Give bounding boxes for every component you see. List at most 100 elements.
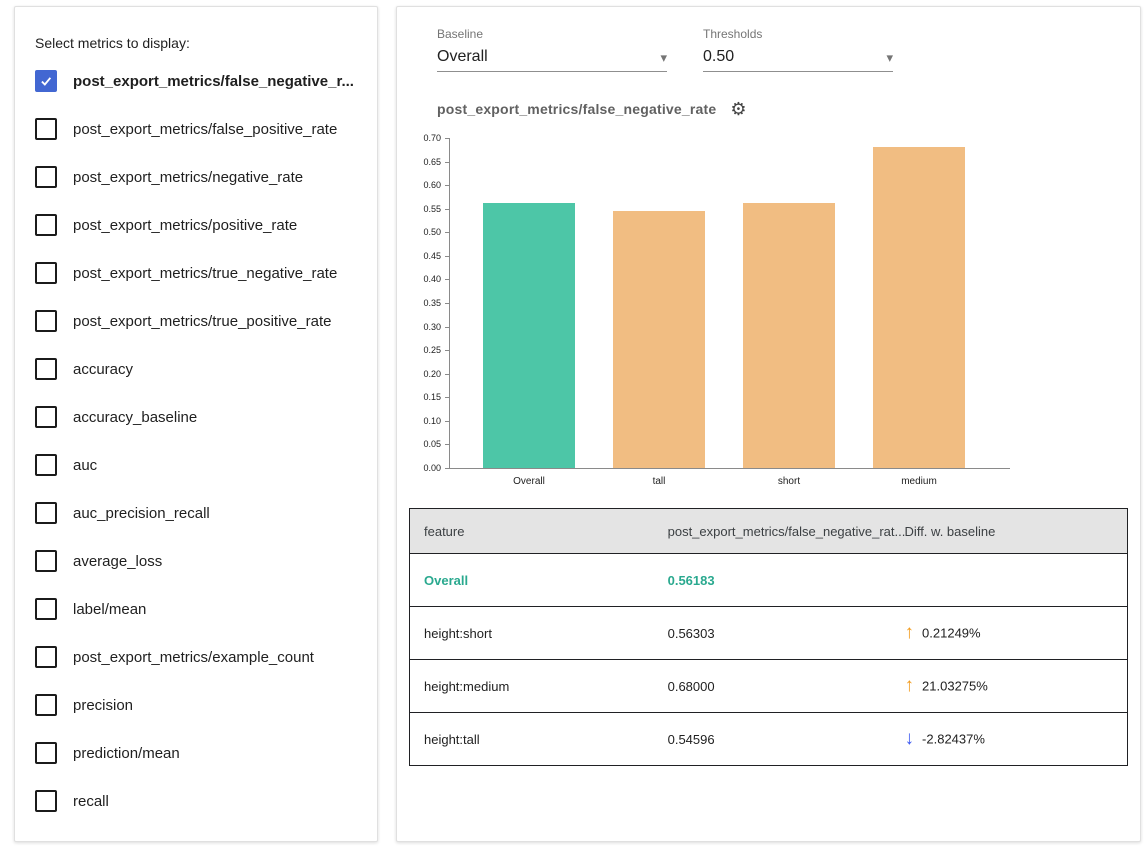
- metric-item[interactable]: accuracy: [35, 345, 357, 393]
- page: Select metrics to display: post_export_m…: [0, 0, 1147, 856]
- metric-label[interactable]: post_export_metrics/example_count: [73, 649, 314, 666]
- chevron-down-icon[interactable]: ▾: [660, 51, 667, 64]
- metric-label[interactable]: post_export_metrics/true_negative_rate: [73, 265, 337, 282]
- metric-item[interactable]: recall: [35, 777, 357, 825]
- metric-checkbox[interactable]: [35, 166, 57, 188]
- metric-checkbox[interactable]: [35, 262, 57, 284]
- metric-item[interactable]: average_loss: [35, 537, 357, 585]
- diff-value: 21.03275%: [922, 679, 988, 694]
- y-tick-label: 0.70: [409, 133, 441, 143]
- metric-label[interactable]: label/mean: [73, 601, 146, 618]
- metric-checkbox[interactable]: [35, 598, 57, 620]
- chevron-down-icon[interactable]: ▾: [886, 51, 893, 64]
- metric-item[interactable]: post_export_metrics/true_negative_rate: [35, 249, 357, 297]
- y-tick-label: 0.10: [409, 416, 441, 426]
- metric-checkbox-checked[interactable]: [35, 70, 57, 92]
- feature-cell: height:medium: [410, 660, 654, 713]
- bar-short[interactable]: [743, 203, 835, 468]
- baseline-value[interactable]: Overall: [437, 48, 488, 66]
- metric-item[interactable]: accuracy_baseline: [35, 393, 357, 441]
- feature-cell: height:short: [410, 607, 654, 660]
- x-tick-label: short: [743, 476, 835, 487]
- diff-value: -2.82437%: [922, 732, 985, 747]
- arrow-down-icon: ↓: [905, 728, 915, 749]
- table-header-cell: feature: [410, 509, 654, 554]
- value-cell: 0.56183: [654, 554, 891, 607]
- bar-chart: 0.000.050.100.150.200.250.300.350.400.45…: [409, 138, 1128, 502]
- x-tick-label: Overall: [483, 476, 575, 487]
- metric-checkbox[interactable]: [35, 214, 57, 236]
- y-tick-label: 0.25: [409, 345, 441, 355]
- metric-item[interactable]: label/mean: [35, 585, 357, 633]
- bar-tall[interactable]: [613, 211, 705, 468]
- metric-checkbox[interactable]: [35, 502, 57, 524]
- y-tick-label: 0.40: [409, 274, 441, 284]
- metric-label[interactable]: auc_precision_recall: [73, 505, 210, 522]
- baseline-label: Baseline: [437, 27, 667, 41]
- metric-item[interactable]: auc: [35, 441, 357, 489]
- baseline-select[interactable]: Baseline Overall ▾: [437, 27, 667, 72]
- metric-label[interactable]: post_export_metrics/false_positive_rate: [73, 121, 337, 138]
- feature-cell: height:tall: [410, 713, 654, 766]
- bar-Overall[interactable]: [483, 203, 575, 468]
- y-tick-label: 0.55: [409, 204, 441, 214]
- thresholds-select[interactable]: Thresholds 0.50 ▾: [703, 27, 893, 72]
- table-row: height:medium0.68000↑21.03275%: [410, 660, 1128, 713]
- table-header-row: featurepost_export_metrics/false_negativ…: [410, 509, 1128, 554]
- metric-checkbox[interactable]: [35, 406, 57, 428]
- metric-checkbox[interactable]: [35, 646, 57, 668]
- controls-row: Baseline Overall ▾ Thresholds 0.50 ▾: [437, 27, 1128, 72]
- y-tick-label: 0.60: [409, 180, 441, 190]
- diff-cell: [891, 554, 1128, 607]
- metric-label[interactable]: accuracy: [73, 361, 133, 378]
- metric-item[interactable]: post_export_metrics/positive_rate: [35, 201, 357, 249]
- metric-item[interactable]: post_export_metrics/true_positive_rate: [35, 297, 357, 345]
- y-tick-label: 0.50: [409, 227, 441, 237]
- thresholds-label: Thresholds: [703, 27, 893, 41]
- value-cell: 0.56303: [654, 607, 891, 660]
- y-tick-label: 0.65: [409, 157, 441, 167]
- metric-label[interactable]: auc: [73, 457, 97, 474]
- metric-checkbox[interactable]: [35, 694, 57, 716]
- value-cell: 0.68000: [654, 660, 891, 713]
- y-tick-label: 0.15: [409, 392, 441, 402]
- table-row: height:tall0.54596 ↓ -2.82437%: [410, 713, 1128, 766]
- settings-gear-icon[interactable]: ⚙: [730, 100, 746, 118]
- bar-medium[interactable]: [873, 147, 965, 468]
- metric-label[interactable]: post_export_metrics/false_negative_r...: [73, 73, 354, 90]
- x-tick-label: tall: [613, 476, 705, 487]
- value-cell: 0.54596: [654, 713, 891, 766]
- metric-label[interactable]: post_export_metrics/true_positive_rate: [73, 313, 331, 330]
- checkmark-icon: [39, 74, 53, 88]
- metric-label[interactable]: post_export_metrics/negative_rate: [73, 169, 303, 186]
- plot-area: Overalltallshortmedium: [449, 138, 1010, 469]
- metric-checkbox[interactable]: [35, 118, 57, 140]
- metric-checkbox[interactable]: [35, 742, 57, 764]
- metric-checkbox[interactable]: [35, 550, 57, 572]
- metric-checkbox[interactable]: [35, 454, 57, 476]
- metric-label[interactable]: post_export_metrics/positive_rate: [73, 217, 297, 234]
- metric-list: post_export_metrics/false_negative_r...p…: [35, 57, 357, 825]
- metric-checkbox[interactable]: [35, 358, 57, 380]
- metric-item[interactable]: precision: [35, 681, 357, 729]
- chart-title: post_export_metrics/false_negative_rate: [437, 101, 716, 117]
- metric-label[interactable]: accuracy_baseline: [73, 409, 197, 426]
- diff-cell: ↑21.03275%: [891, 660, 1128, 713]
- metric-selector-title: Select metrics to display:: [35, 35, 357, 51]
- y-tick-label: 0.00: [409, 463, 441, 473]
- metric-item[interactable]: post_export_metrics/negative_rate: [35, 153, 357, 201]
- metric-item[interactable]: prediction/mean: [35, 729, 357, 777]
- metric-item[interactable]: post_export_metrics/false_positive_rate: [35, 105, 357, 153]
- thresholds-value[interactable]: 0.50: [703, 48, 734, 66]
- metric-label[interactable]: recall: [73, 793, 109, 810]
- metric-label[interactable]: precision: [73, 697, 133, 714]
- metric-label[interactable]: prediction/mean: [73, 745, 180, 762]
- metric-item[interactable]: auc_precision_recall: [35, 489, 357, 537]
- metric-label[interactable]: average_loss: [73, 553, 162, 570]
- metric-checkbox[interactable]: [35, 790, 57, 812]
- metric-item[interactable]: post_export_metrics/false_negative_r...: [35, 57, 357, 105]
- diff-value: 0.21249%: [922, 626, 981, 641]
- y-tick-label: 0.35: [409, 298, 441, 308]
- metric-checkbox[interactable]: [35, 310, 57, 332]
- metric-item[interactable]: post_export_metrics/example_count: [35, 633, 357, 681]
